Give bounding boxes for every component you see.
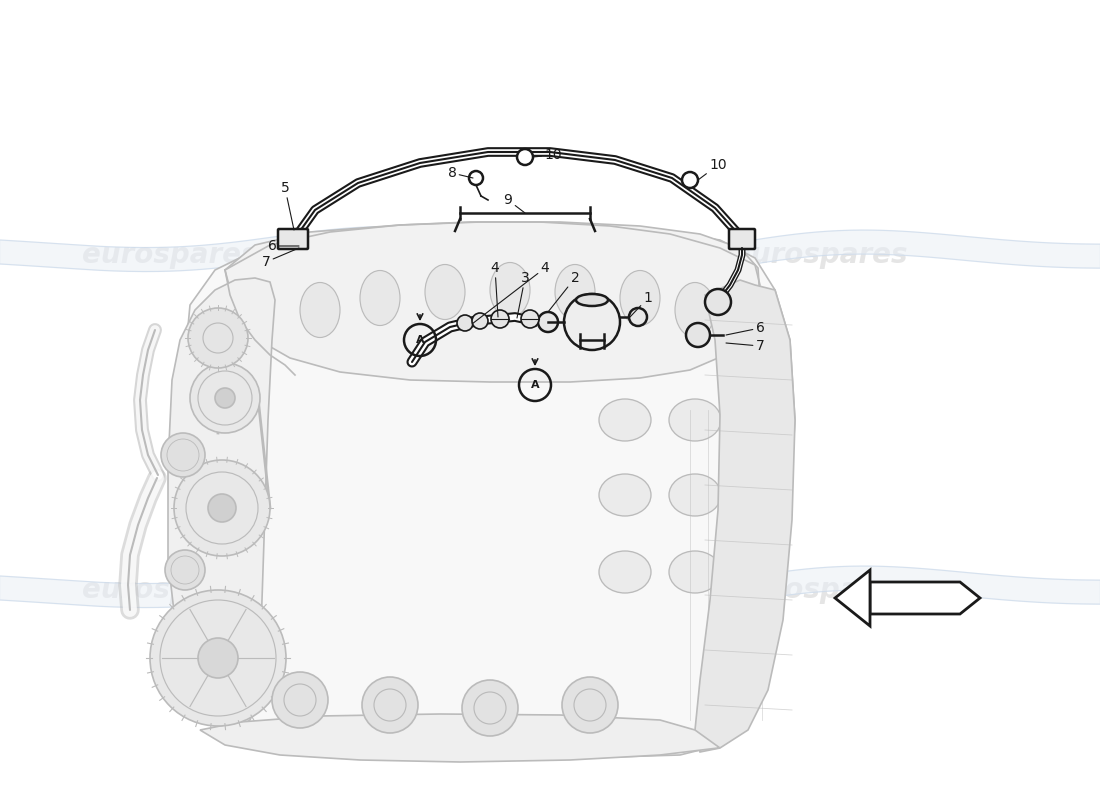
Text: 2: 2: [548, 271, 580, 312]
Circle shape: [472, 313, 488, 329]
Circle shape: [517, 149, 534, 165]
Ellipse shape: [556, 265, 595, 319]
FancyBboxPatch shape: [278, 229, 308, 249]
Circle shape: [686, 323, 710, 347]
Ellipse shape: [675, 282, 715, 338]
Text: 8: 8: [448, 166, 473, 180]
Polygon shape: [226, 222, 760, 382]
Circle shape: [462, 680, 518, 736]
Circle shape: [150, 590, 286, 726]
Ellipse shape: [600, 474, 651, 516]
Circle shape: [362, 677, 418, 733]
Ellipse shape: [600, 551, 651, 593]
Text: eurospares: eurospares: [733, 576, 908, 604]
Ellipse shape: [734, 474, 786, 516]
Circle shape: [629, 308, 647, 326]
Text: 7: 7: [262, 248, 299, 269]
Text: 4: 4: [472, 261, 549, 324]
Circle shape: [521, 310, 539, 328]
Circle shape: [538, 312, 558, 332]
Ellipse shape: [669, 551, 720, 593]
Circle shape: [456, 315, 473, 331]
Text: 4: 4: [491, 261, 499, 317]
Ellipse shape: [669, 399, 720, 441]
Ellipse shape: [360, 270, 400, 326]
Circle shape: [174, 460, 270, 556]
Ellipse shape: [669, 474, 720, 516]
Text: eurospares: eurospares: [412, 241, 587, 269]
Text: 1: 1: [630, 291, 652, 317]
Text: eurospares: eurospares: [82, 576, 257, 604]
Circle shape: [272, 672, 328, 728]
Circle shape: [682, 172, 698, 188]
Ellipse shape: [734, 399, 786, 441]
Ellipse shape: [576, 294, 608, 306]
Text: eurospares: eurospares: [412, 576, 587, 604]
Circle shape: [469, 171, 483, 185]
Circle shape: [564, 294, 620, 350]
Circle shape: [705, 289, 732, 315]
Text: 10: 10: [698, 158, 727, 180]
Text: 7: 7: [726, 339, 764, 353]
Ellipse shape: [490, 262, 530, 318]
Polygon shape: [835, 570, 870, 626]
Text: A: A: [530, 380, 539, 390]
Polygon shape: [168, 278, 275, 730]
Text: A: A: [416, 335, 425, 345]
Circle shape: [161, 433, 205, 477]
Ellipse shape: [300, 282, 340, 338]
Circle shape: [188, 308, 248, 368]
Circle shape: [208, 494, 236, 522]
Circle shape: [165, 550, 205, 590]
Circle shape: [214, 388, 235, 408]
Polygon shape: [200, 714, 720, 762]
Polygon shape: [172, 228, 795, 758]
Ellipse shape: [425, 265, 465, 319]
Text: eurospares: eurospares: [82, 241, 257, 269]
Circle shape: [190, 363, 260, 433]
Polygon shape: [870, 582, 980, 614]
Ellipse shape: [734, 551, 786, 593]
Circle shape: [562, 677, 618, 733]
Polygon shape: [695, 280, 795, 752]
Text: 9: 9: [504, 193, 525, 213]
Text: 6: 6: [267, 239, 299, 253]
Text: eurospares: eurospares: [733, 241, 908, 269]
Text: 3: 3: [517, 271, 529, 318]
Text: 10: 10: [534, 148, 562, 162]
Text: 5: 5: [280, 181, 294, 230]
Ellipse shape: [600, 399, 651, 441]
Circle shape: [198, 638, 238, 678]
Circle shape: [491, 310, 509, 328]
Ellipse shape: [620, 270, 660, 326]
FancyBboxPatch shape: [729, 229, 755, 249]
Text: 6: 6: [726, 321, 764, 335]
